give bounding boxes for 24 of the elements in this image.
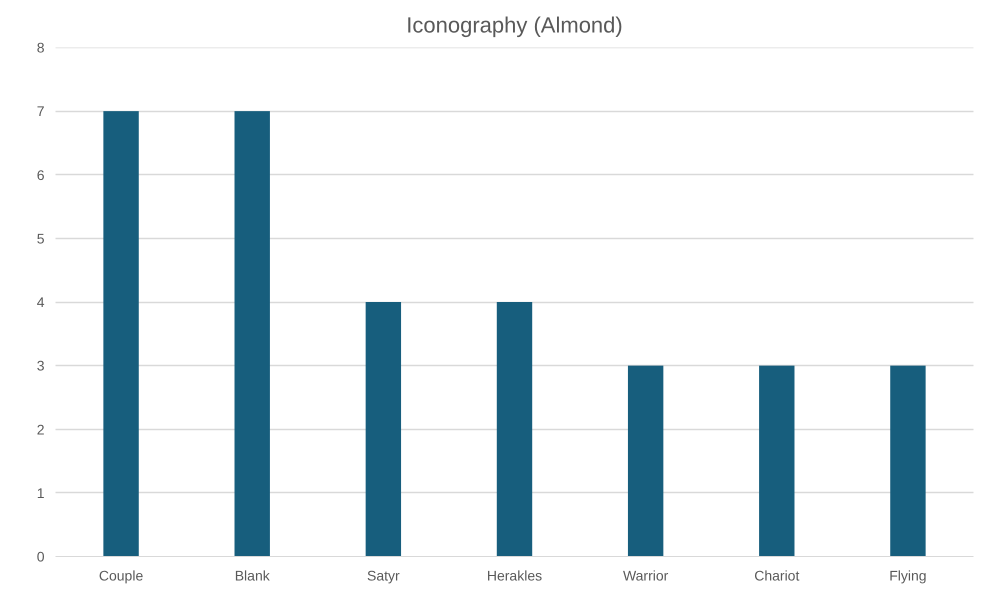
x-tick-label: Satyr: [367, 568, 400, 584]
bar: [759, 366, 794, 556]
x-tick-label: Couple: [98, 568, 144, 584]
bar: [890, 366, 926, 556]
x-tick-label: Flying: [889, 568, 927, 584]
y-tick-label: 5: [36, 230, 45, 246]
y-tick-label: 3: [36, 358, 45, 374]
y-tick-label: 7: [36, 103, 45, 120]
bar: [628, 366, 664, 556]
x-tick-label: Warrior: [622, 568, 669, 584]
x-tick-label: Blank: [234, 568, 271, 584]
y-tick-label: 4: [36, 294, 45, 310]
y-tick-label: 6: [36, 166, 45, 183]
y-tick-label: 0: [36, 548, 45, 564]
bar: [496, 302, 532, 556]
x-tick-label: Herakles: [486, 568, 542, 584]
y-tick-label: 1: [36, 484, 45, 501]
chart-title: Iconography (Almond): [406, 12, 623, 38]
bar: [366, 302, 402, 556]
bar: [103, 111, 139, 556]
bar: [234, 111, 270, 556]
y-tick-label: 8: [36, 40, 45, 56]
y-tick-label: 2: [36, 421, 45, 438]
x-tick-label: Chariot: [754, 568, 800, 584]
